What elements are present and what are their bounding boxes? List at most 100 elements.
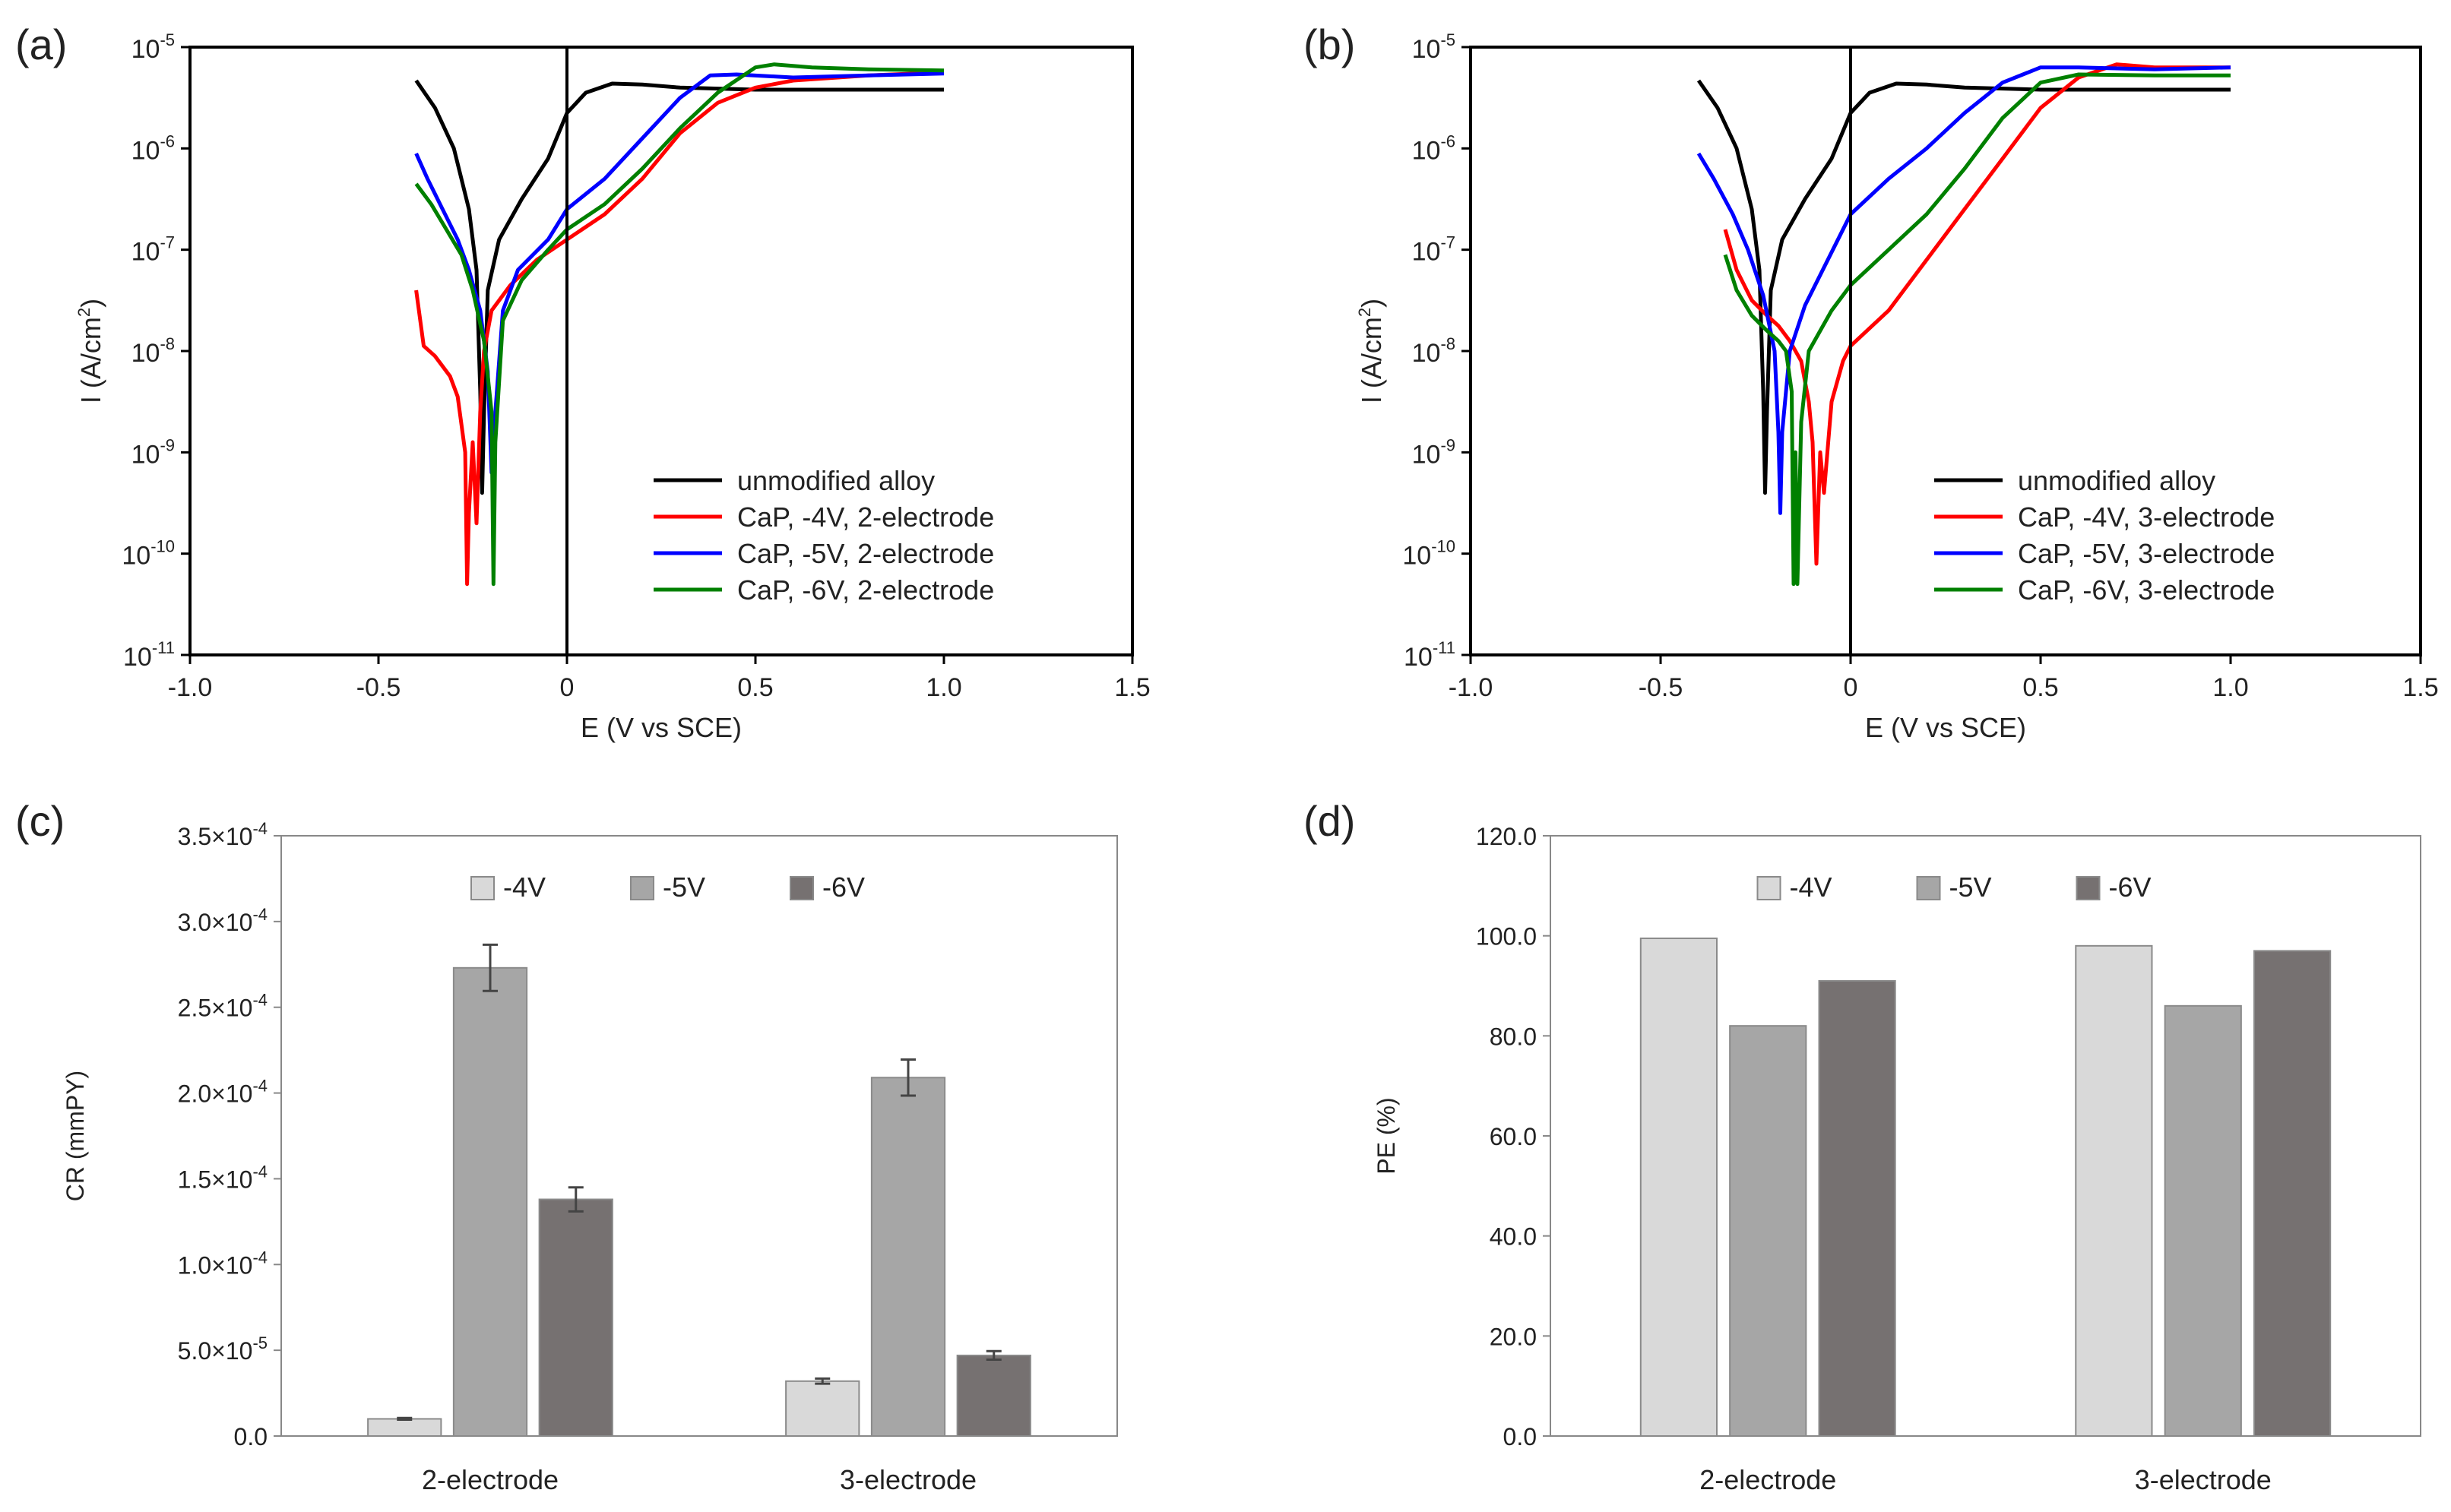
y-tick-label: 2.5×10-4	[178, 991, 268, 1022]
y-tick-exp: -4	[252, 819, 268, 838]
panel-2: (c)0.05.0×10-51.0×10-41.5×10-42.0×10-42.…	[15, 797, 1118, 1495]
y-tick-label: 10-8	[131, 334, 175, 368]
x-tick-label: 1.5	[1114, 673, 1150, 702]
x-tick-label: -1.0	[168, 673, 213, 702]
category-label-0: 2-electrode	[1699, 1464, 1836, 1495]
y-tick-mant: 0.0	[234, 1423, 268, 1450]
y-tick-mant: 1.5×10	[178, 1166, 253, 1193]
bar-0-0	[367, 1418, 442, 1438]
x-axis-label: E (V vs SCE)	[581, 712, 742, 743]
x-tick-label: 1.0	[2212, 673, 2248, 702]
y-tick-label: 80.0	[1490, 1023, 1537, 1050]
y-tick-label: 60.0	[1490, 1123, 1537, 1150]
legend-swatch-2	[2076, 876, 2101, 900]
y-tick-exp: -11	[152, 638, 175, 657]
legend-swatch-1	[630, 876, 654, 900]
y-tick-exp: -9	[160, 435, 175, 454]
y-tick-exp: -7	[160, 233, 175, 252]
panel-label: (d)	[1303, 797, 1355, 845]
y-tick-label: 10-6	[1412, 131, 1455, 165]
panel-3: (d) 0.0 20.0 40.0 60.0 80.0 100.0 120.0 2-electr…	[1303, 797, 2421, 1495]
y-label-sup: 2	[1355, 308, 1374, 317]
y-tick-label: 10-11	[1404, 638, 1455, 672]
y-label-main: I (A/cm	[1356, 317, 1387, 403]
y-label-close: )	[75, 299, 106, 308]
y-tick-base: 10	[131, 440, 160, 469]
y-tick-base: 10	[1412, 238, 1441, 267]
legend-swatch-1	[1916, 876, 1941, 900]
panel-label: (b)	[1303, 21, 1355, 68]
y-tick-base: 10	[131, 238, 160, 267]
y-tick-base: 10	[131, 339, 160, 368]
y-tick-mant: 3.0×10	[178, 909, 253, 936]
x-tick-label: -1.0	[1449, 673, 1493, 702]
y-tick-exp: -4	[252, 905, 268, 924]
legend-label-0: -4V	[503, 871, 546, 903]
y-tick-text: 120.0	[1476, 823, 1537, 850]
bar-2-0	[538, 1198, 613, 1437]
legend-label-2: CaP, -5V, 3-electrode	[2018, 538, 2275, 569]
y-tick-base: 10	[123, 643, 152, 672]
y-tick-label: 2.0×10-4	[178, 1077, 268, 1108]
y-axis-label: CR (mmPY)	[62, 1071, 89, 1201]
x-tick-label: 0	[560, 673, 575, 702]
y-tick-exp: -11	[1433, 638, 1455, 657]
panel-0: (a)-1.0 -0.5 0 0.5 1.0 1.510-1110-1010-910-81…	[15, 21, 1151, 743]
y-tick-label: 10-10	[122, 537, 175, 571]
x-tick-label: 1.0	[926, 673, 961, 702]
y-tick-label: 5.0×10-5	[178, 1333, 268, 1365]
series-line-2	[414, 71, 945, 475]
y-tick-label: 3.5×10-4	[178, 819, 268, 850]
y-tick-exp: -8	[160, 334, 175, 353]
legend-label-1: CaP, -4V, 3-electrode	[2018, 501, 2275, 533]
y-tick-exp: -4	[252, 1248, 268, 1267]
legend-swatch-0	[470, 876, 495, 900]
y-tick-label: 40.0	[1490, 1223, 1537, 1251]
y-tick-base: 10	[1412, 339, 1441, 368]
legend-label-1: CaP, -4V, 2-electrode	[737, 501, 994, 533]
bar-1-0	[452, 966, 528, 1438]
y-tick-label: 10-7	[1412, 233, 1455, 267]
y-tick-base: 10	[131, 136, 160, 165]
legend-label-1: -5V	[1949, 871, 1992, 903]
bar-2-1	[956, 1354, 1031, 1438]
category-label-1: 3-electrode	[840, 1464, 977, 1495]
y-tick-exp: -9	[1440, 435, 1455, 454]
x-tick-label: 0	[1844, 673, 1858, 702]
y-tick-label: 10-6	[131, 131, 175, 165]
x-axis-label: E (V vs SCE)	[1865, 712, 2026, 743]
y-tick-label: 10-7	[131, 233, 175, 267]
y-tick-base: 10	[122, 542, 150, 571]
bar-0-1	[785, 1380, 860, 1438]
y-tick-exp: -5	[1440, 30, 1455, 49]
y-tick-label: 3.0×10-4	[178, 905, 268, 936]
y-tick-mant: 1.0×10	[178, 1251, 253, 1279]
series-line-3	[414, 62, 945, 587]
y-tick-label: 10-9	[131, 435, 175, 469]
y-tick-text: 40.0	[1490, 1223, 1537, 1251]
y-axis-label: I (A/cm2)	[74, 299, 106, 403]
x-tick-label: -0.5	[1639, 673, 1683, 702]
bar-0-1	[2075, 944, 2153, 1438]
y-tick-exp: -5	[252, 1333, 268, 1352]
bar-2-0	[1818, 979, 1896, 1437]
legend-label-0: unmodified alloy	[2018, 465, 2215, 496]
y-tick-mant: 2.0×10	[178, 1080, 253, 1108]
y-label-main: I (A/cm	[75, 317, 106, 403]
panel-1: (b)-1.0 -0.5 0 0.5 1.0 1.510-1110-1010-910-81…	[1303, 21, 2439, 743]
series-line-0	[414, 79, 944, 495]
legend-label-0: unmodified alloy	[737, 465, 935, 496]
y-tick-base: 10	[1412, 35, 1441, 64]
series-line-1	[1723, 62, 2231, 566]
y-tick-exp: -5	[160, 30, 175, 49]
series-line-0	[1696, 79, 2231, 495]
x-tick-label: 1.5	[2402, 673, 2438, 702]
y-tick-label: 10-10	[1402, 537, 1455, 571]
y-tick-label: 120.0	[1476, 823, 1537, 850]
y-tick-label: 10-5	[1412, 30, 1455, 64]
legend-swatch-0	[1756, 876, 1781, 900]
bar-0-0	[1639, 937, 1718, 1438]
legend-swatch-2	[790, 876, 814, 900]
y-tick-base: 10	[1404, 643, 1433, 672]
y-tick-exp: -6	[1440, 131, 1455, 150]
